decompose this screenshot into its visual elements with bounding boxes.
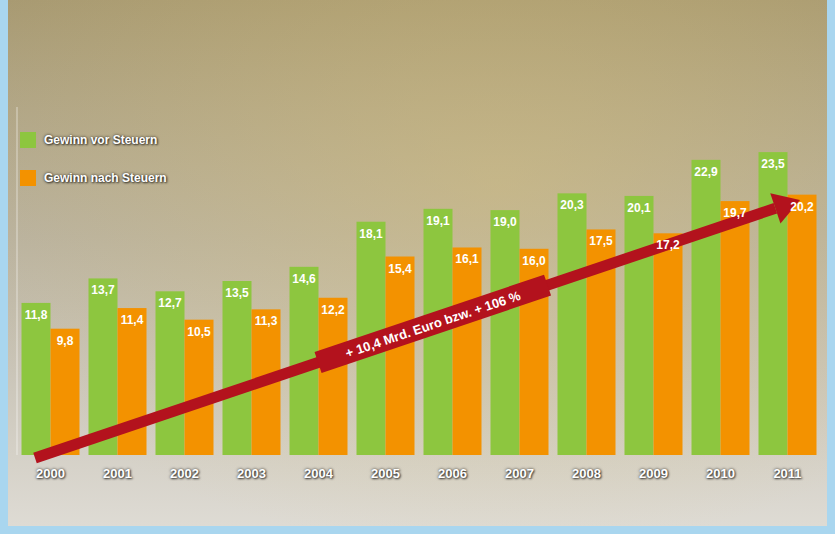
legend-label: Gewinn nach Steuern [44,171,167,185]
x-tick-label: 2008 [572,466,601,481]
x-tick-label: 2005 [371,466,400,481]
legend-swatch [20,170,36,186]
data-label: 22,9 [694,165,718,179]
data-label: 12,2 [321,303,345,317]
data-label: 15,4 [388,262,412,276]
x-tick-label: 2011 [773,466,801,481]
x-tick-label: 2004 [304,466,334,481]
x-tick-label: 2000 [36,466,65,481]
data-label: 17,5 [589,234,613,248]
data-label: 19,0 [493,215,517,229]
data-label: 13,5 [225,286,249,300]
bar [319,298,348,455]
bar [453,247,482,455]
legend-swatch [20,132,36,148]
annotation-background [315,275,552,373]
bar [22,303,51,455]
y-axis-line [17,107,18,455]
bar [51,329,80,455]
bar [692,160,721,455]
trend-arrow [35,208,775,458]
data-label: 13,7 [91,283,115,297]
data-label: 11,4 [121,313,144,327]
x-tick-label: 2007 [505,466,534,481]
bar [223,281,252,455]
x-tick-label: 2002 [170,466,199,481]
data-label: 16,1 [455,252,479,266]
data-label: 19,7 [723,206,747,220]
data-label: 16,0 [522,254,546,268]
x-tick-label: 2009 [639,466,668,481]
bar [625,196,654,455]
data-label: 20,3 [560,198,584,212]
data-label: 12,7 [158,296,182,310]
background-glow [8,0,827,526]
data-label: 17,2 [656,238,680,252]
chart: + 10,4 Mrd. Euro bzw. + 106 % 11,8 13,7 12,… [0,0,835,534]
bar [491,210,520,455]
data-label: 10,5 [187,325,211,339]
bar [386,257,415,455]
x-tick-label: 2003 [237,466,266,481]
bar [654,233,683,455]
data-label: 14,6 [292,272,316,286]
background [8,0,827,526]
x-tick-label: 2010 [706,466,735,481]
annotation: + 10,4 Mrd. Euro bzw. + 106 % [343,288,522,361]
bar [788,195,817,455]
bar [721,201,750,455]
bar [156,291,185,455]
x-tick-label: 2001 [103,466,132,481]
bars [22,152,817,455]
data-label: 9,8 [57,334,74,348]
x-tick-label: 2006 [438,466,467,481]
data-label: 18,1 [359,227,383,241]
bar [558,193,587,455]
annotation-group: + 10,4 Mrd. Euro bzw. + 106 % [315,275,552,373]
data-label: 11,3 [255,314,278,328]
data-label: 19,1 [426,214,450,228]
data-label: 23,5 [761,157,785,171]
data-label: 20,2 [790,200,814,214]
data-label: 11,8 [25,308,48,322]
data-label: 20,1 [627,201,651,215]
legend-label: Gewinn vor Steuern [44,133,157,147]
bar [185,320,214,455]
